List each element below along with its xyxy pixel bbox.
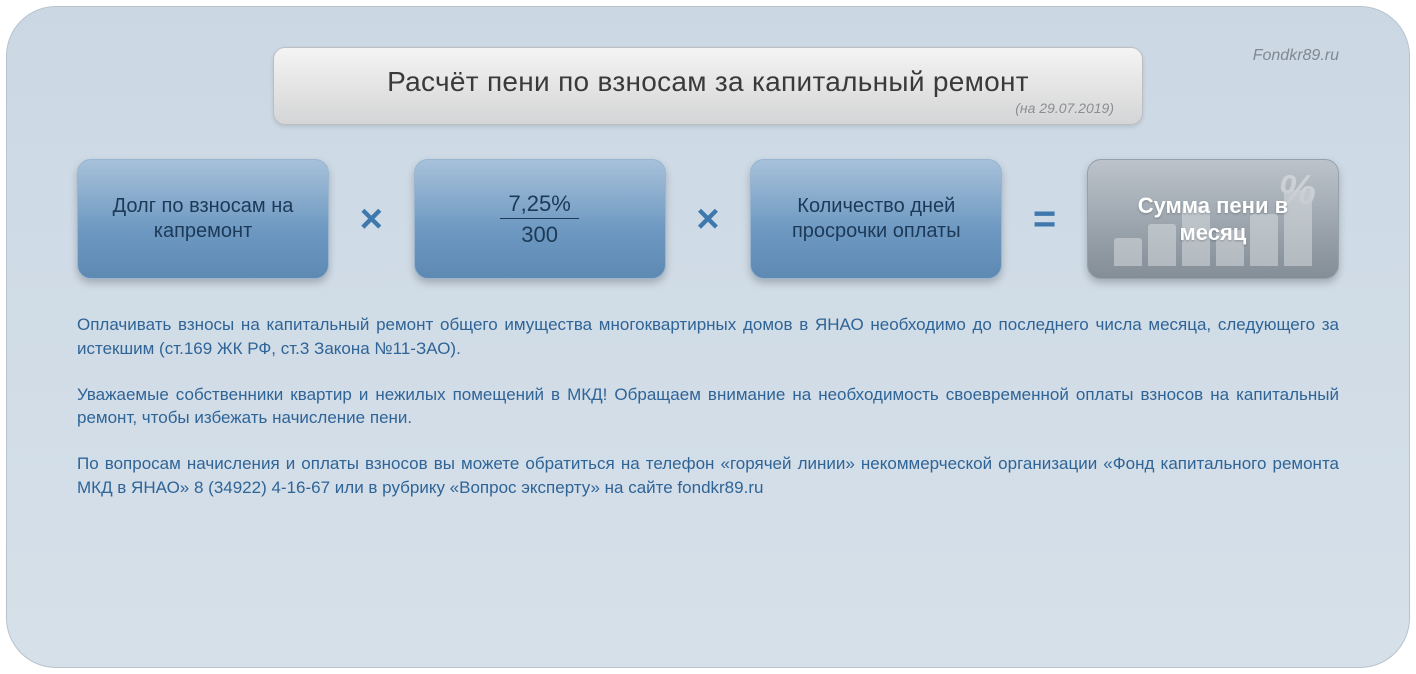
formula-term-rate: 7,25% 300 [414, 159, 666, 279]
operator-equals: = [1033, 197, 1056, 242]
rate-denominator: 300 [521, 219, 558, 249]
formula-result: % Сумма пени в месяц [1087, 159, 1339, 279]
paragraph-2: Уважаемые собственники квартир и нежилых… [77, 383, 1339, 431]
watermark: Fondkr89.ru [1253, 47, 1339, 65]
formula-term-days: Количество дней просрочки оплаты [750, 159, 1002, 279]
formula-result-label: Сумма пени в месяц [1102, 192, 1324, 247]
formula-row: Долг по взносам на капремонт × 7,25% 300… [67, 159, 1349, 279]
operator-multiply-2: × [696, 197, 719, 242]
formula-term-days-label: Количество дней просрочки оплаты [765, 194, 987, 244]
body-text: Оплачивать взносы на капитальный ремонт … [67, 313, 1349, 500]
formula-term-debt-label: Долг по взносам на капремонт [92, 194, 314, 244]
infographic-card: Fondkr89.ru Расчёт пени по взносам за ка… [6, 6, 1410, 668]
title-date: (на 29.07.2019) [302, 100, 1114, 116]
operator-multiply-1: × [360, 197, 383, 242]
rate-numerator: 7,25% [500, 190, 578, 219]
paragraph-1: Оплачивать взносы на капитальный ремонт … [77, 313, 1339, 361]
title-box: Расчёт пени по взносам за капитальный ре… [273, 47, 1143, 125]
formula-term-debt: Долг по взносам на капремонт [77, 159, 329, 279]
paragraph-3: По вопросам начисления и оплаты взносов … [77, 452, 1339, 500]
title-main: Расчёт пени по взносам за капитальный ре… [302, 66, 1114, 98]
